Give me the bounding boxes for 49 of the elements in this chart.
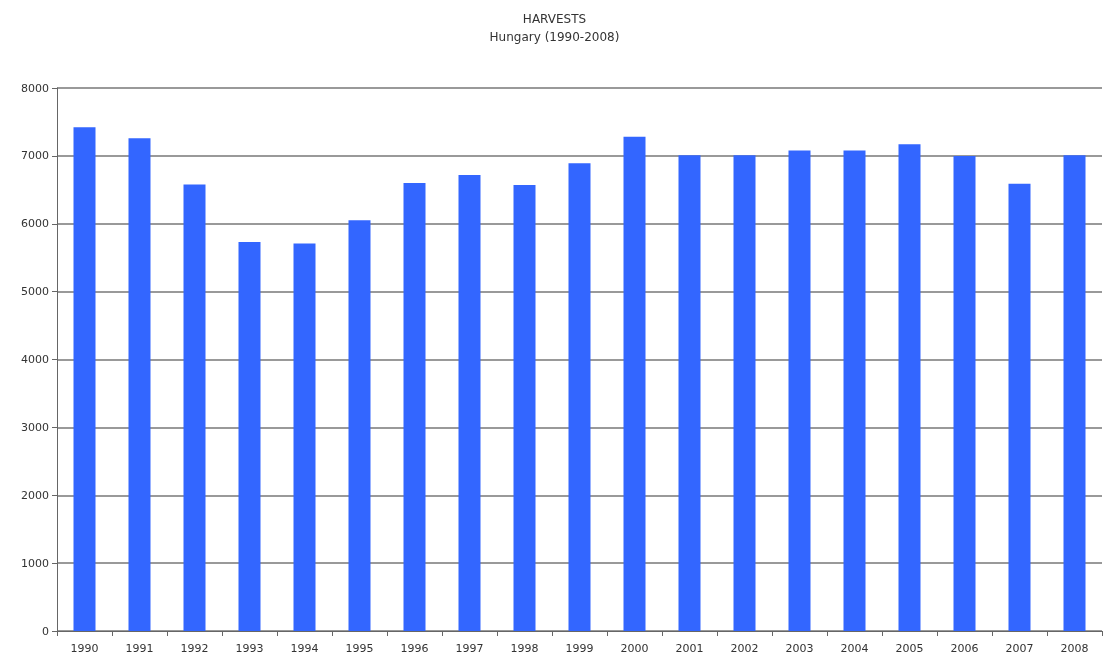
bar <box>733 155 756 631</box>
x-tick-label: 2006 <box>950 642 979 655</box>
x-tick-label: 1991 <box>125 642 154 655</box>
x-tick-label: 2000 <box>620 642 649 655</box>
x-tick-label: 1995 <box>345 642 374 655</box>
bar <box>898 144 921 631</box>
bar <box>843 150 866 631</box>
x-tick-label: 2004 <box>840 642 869 655</box>
x-tick-label: 2001 <box>675 642 704 655</box>
bar <box>953 155 976 631</box>
x-tick-label: 2007 <box>1005 642 1034 655</box>
bar <box>183 184 206 631</box>
y-tick-label: 7000 <box>21 149 49 163</box>
bar <box>293 243 316 631</box>
bar <box>458 174 481 631</box>
bar <box>403 183 426 631</box>
bar <box>238 242 261 631</box>
y-tick-label: 3000 <box>21 420 49 434</box>
y-tick-label: 6000 <box>21 217 49 231</box>
bar <box>513 185 536 631</box>
x-tick-label: 1997 <box>455 642 484 655</box>
y-tick-label: 4000 <box>21 353 49 366</box>
x-tick-label: 2005 <box>895 642 924 655</box>
bar <box>348 220 371 631</box>
chart-subtitle: Hungary (1990-2008) <box>489 30 620 44</box>
x-tick-label: 1998 <box>510 642 539 655</box>
x-tick-label: 1992 <box>180 642 209 655</box>
y-tick-label: 1000 <box>21 556 49 570</box>
x-tick-label: 2002 <box>730 642 759 655</box>
bar <box>128 138 151 631</box>
chart-title: HARVESTS <box>522 12 587 26</box>
y-tick-label: 0 <box>42 624 49 638</box>
bar <box>1008 183 1031 631</box>
x-tick-label: 2008 <box>1060 642 1089 655</box>
bar <box>678 155 701 631</box>
x-tick-label: 2003 <box>785 642 814 655</box>
x-tick-label: 1999 <box>565 642 594 655</box>
bar <box>568 163 591 631</box>
y-tick-label: 8000 <box>21 81 49 95</box>
x-tick-label: 1994 <box>290 642 319 655</box>
bar <box>623 136 646 631</box>
x-tick-label: 1996 <box>400 642 429 655</box>
bar <box>788 150 811 631</box>
y-tick-label: 5000 <box>21 285 49 299</box>
bar <box>1063 155 1086 631</box>
x-tick-label: 1990 <box>70 642 99 655</box>
bar <box>73 127 96 631</box>
x-tick-label: 1993 <box>235 642 264 655</box>
y-tick-label: 2000 <box>21 488 49 502</box>
